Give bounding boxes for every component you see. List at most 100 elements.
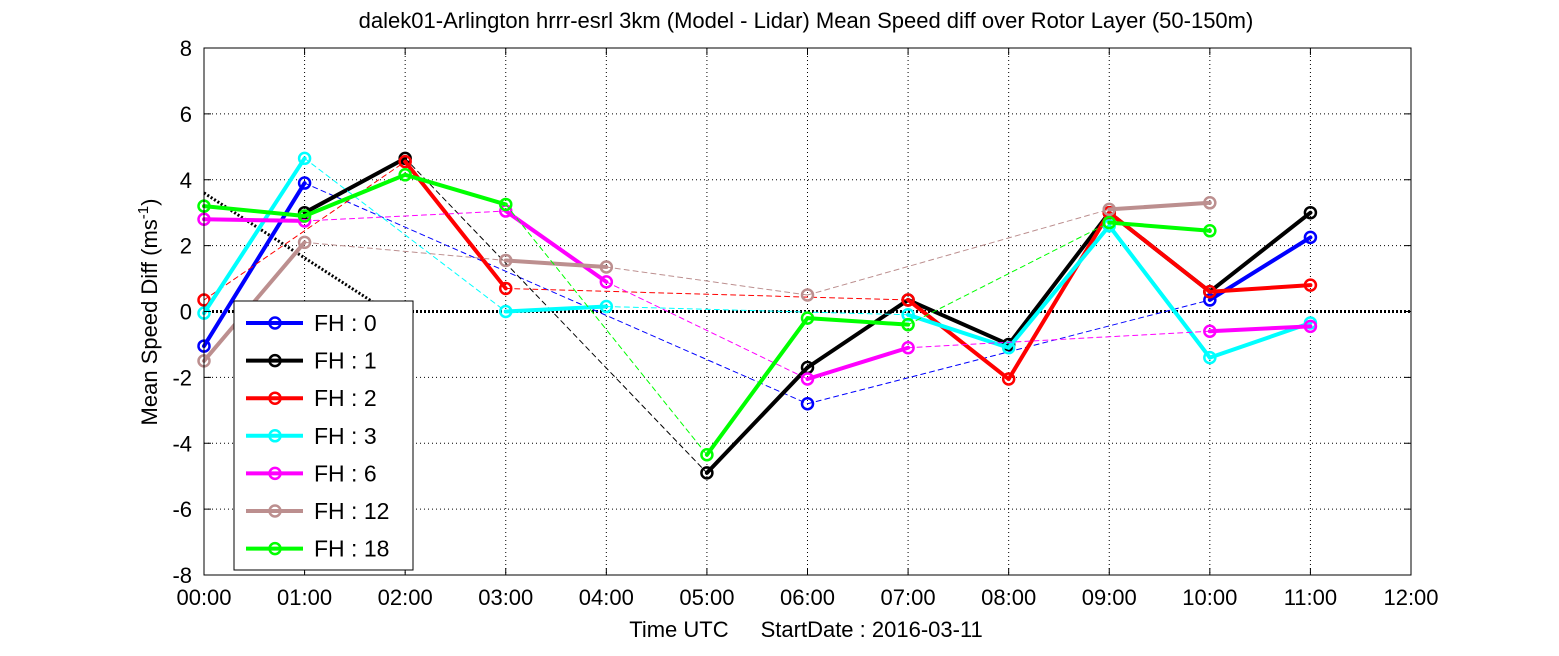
data-point <box>1102 202 1116 217</box>
series-gap-line <box>907 330 1211 349</box>
x-tick-label: 11:00 <box>1284 585 1337 610</box>
data-point <box>1001 372 1016 386</box>
legend-swatch-marker <box>268 429 282 443</box>
data-point <box>499 197 513 212</box>
data-point <box>1203 284 1217 299</box>
series <box>197 151 1318 365</box>
series-line <box>805 297 911 370</box>
data-point <box>901 340 915 355</box>
data-point <box>901 293 915 307</box>
series-gap-line <box>605 281 808 380</box>
data-point <box>700 466 714 480</box>
x-tick-label: 08:00 <box>981 585 1036 610</box>
data-point <box>800 372 815 386</box>
legend-swatch-marker <box>268 316 282 330</box>
y-tick-label: -8 <box>172 563 192 588</box>
series-line <box>202 217 307 223</box>
series-line <box>302 172 408 218</box>
series-gap-line <box>605 266 808 296</box>
data-point <box>599 299 614 314</box>
data-point <box>1102 215 1116 230</box>
data-point <box>1303 230 1318 245</box>
y-tick-labels: -8 -6 -4 -2 0 2 4 6 8 <box>172 36 192 588</box>
data-point <box>297 176 312 190</box>
data-point <box>1203 324 1217 339</box>
y-axis-label-sup: -1 <box>135 206 152 219</box>
data-point <box>1203 293 1217 307</box>
legend: FH : 0 FH : 1 FH : 2 FH : 3 FH : 6 FH : 12 FH … <box>233 300 414 571</box>
legend-swatch-marker <box>268 391 282 405</box>
series-gap-line <box>203 161 406 301</box>
series-gap-line <box>505 203 708 456</box>
data-point <box>297 151 312 166</box>
y-tick-label: 2 <box>180 234 192 259</box>
series-line <box>403 172 508 207</box>
series-line <box>906 297 1011 347</box>
legend-label: FH : 12 <box>314 498 389 524</box>
x-axis-label-main: Time UTC <box>629 617 729 642</box>
data-point <box>499 281 513 296</box>
data-point <box>398 168 412 182</box>
y-tick-label: 6 <box>180 102 192 127</box>
x-tick-label: 03:00 <box>478 585 533 610</box>
data-point <box>1303 205 1318 220</box>
series-line <box>503 258 609 270</box>
series-gap-line <box>304 241 507 261</box>
ticks <box>203 47 1412 576</box>
series-line <box>403 159 508 291</box>
data-point <box>1303 319 1318 334</box>
data-point <box>800 311 815 325</box>
x-tick-label: 05:00 <box>679 585 734 610</box>
y-tick-label: 4 <box>180 168 192 193</box>
series-line <box>202 204 307 218</box>
series-line <box>1006 210 1112 347</box>
data-point <box>1303 278 1318 292</box>
series-line <box>906 312 1011 350</box>
y-axis-label-end: ) <box>137 199 162 206</box>
chart-title: dalek01-Arlington hrrr-esrl 3km (Model -… <box>359 8 1254 33</box>
legend-label: FH : 3 <box>314 423 377 449</box>
data-point <box>297 209 312 223</box>
series-line <box>202 156 307 316</box>
series-line <box>805 316 911 327</box>
data-point <box>499 304 513 319</box>
series-gap-line <box>605 306 909 316</box>
y-tick-label: -2 <box>172 365 192 390</box>
series-line <box>1207 324 1313 334</box>
x-tick-label: 07:00 <box>881 585 936 610</box>
series-line <box>1107 223 1212 360</box>
series-line <box>805 345 911 382</box>
series-line <box>704 316 810 457</box>
data-point <box>599 275 614 289</box>
series-line <box>1207 210 1313 294</box>
data-point <box>599 260 614 274</box>
series-line <box>202 181 307 349</box>
series <box>197 204 1318 386</box>
legend-label: FH : 0 <box>314 310 377 336</box>
series-gap-line <box>304 182 808 405</box>
series-line <box>503 304 609 314</box>
series-gap-line <box>404 157 708 474</box>
series <box>197 168 1217 462</box>
series-gap-line <box>807 299 1211 405</box>
legend-swatch-marker <box>268 466 282 481</box>
series-line <box>704 365 810 475</box>
series-gap-line <box>304 157 507 312</box>
y-axis-label: Mean Speed Diff (ms-1) <box>135 199 162 426</box>
legend-swatch-marker <box>268 541 282 556</box>
x-tick-label: 04:00 <box>579 585 634 610</box>
x-axis-label-startdate: StartDate : 2016-03-11 <box>761 617 983 642</box>
x-tick-label: 00:00 <box>176 585 231 610</box>
x-tick-label: 01:00 <box>277 585 332 610</box>
data-point <box>800 396 815 411</box>
series-line <box>1006 210 1112 382</box>
legend-label: FH : 6 <box>314 460 377 486</box>
x-tick-label: 09:00 <box>1082 585 1137 610</box>
series-line <box>906 297 1011 382</box>
data-point <box>1203 350 1217 365</box>
y-tick-label: -4 <box>172 431 192 456</box>
x-tick-label: 12:00 <box>1383 585 1438 610</box>
series-gap-line <box>505 287 909 301</box>
series-line <box>1006 223 1112 350</box>
